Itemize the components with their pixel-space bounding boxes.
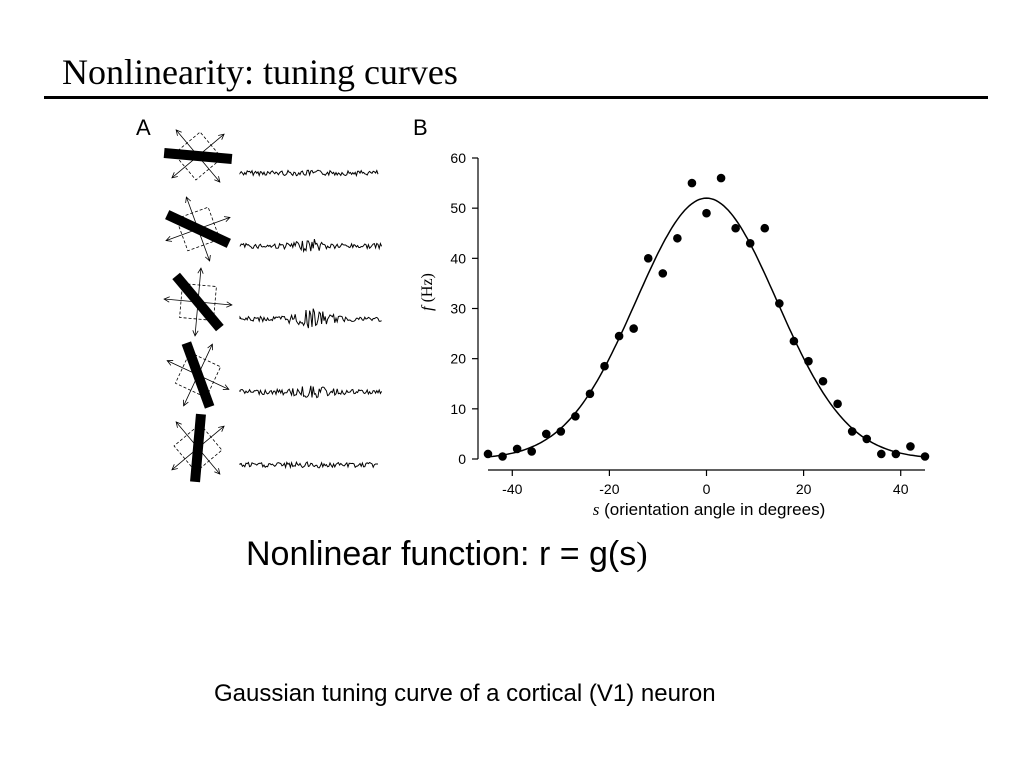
y-tick-label: 30 bbox=[450, 301, 466, 317]
data-point bbox=[498, 452, 507, 461]
data-point bbox=[833, 399, 842, 409]
data-point bbox=[789, 336, 799, 346]
gaussian-fit-curve bbox=[487, 197, 926, 458]
stimulus-response-panel bbox=[163, 129, 383, 483]
arrow-head bbox=[204, 254, 211, 262]
slide-title: Nonlinearity: tuning curves bbox=[62, 52, 458, 92]
data-point bbox=[541, 429, 551, 439]
formula-main: Nonlinear function: r = g(s bbox=[246, 535, 637, 573]
oriented-bar bbox=[181, 341, 215, 409]
y-tick-label: 20 bbox=[450, 351, 466, 367]
data-point bbox=[906, 442, 915, 451]
stimulus-icon bbox=[163, 129, 233, 183]
data-point bbox=[847, 427, 857, 436]
stimulus-icon bbox=[166, 341, 230, 409]
y-tick-label: 60 bbox=[450, 150, 466, 166]
data-point bbox=[658, 269, 668, 278]
stimulus-icon bbox=[165, 196, 231, 262]
data-point bbox=[527, 447, 536, 456]
spike-trace bbox=[239, 238, 383, 253]
panel-b-label: B bbox=[413, 115, 428, 140]
data-point bbox=[775, 299, 784, 308]
arrow-head bbox=[226, 301, 233, 308]
formula-close-paren: ) bbox=[636, 536, 648, 573]
x-tick-label: 0 bbox=[703, 481, 711, 497]
arrow-head bbox=[192, 330, 199, 337]
data-point bbox=[760, 223, 770, 233]
data-point bbox=[702, 208, 711, 218]
data-point bbox=[804, 356, 813, 366]
spike-trace bbox=[239, 169, 379, 178]
data-point bbox=[818, 376, 828, 386]
arrow-head bbox=[218, 133, 225, 140]
data-point bbox=[716, 173, 726, 183]
data-point bbox=[687, 178, 697, 188]
spike-trace bbox=[239, 460, 378, 470]
formula-text: Nonlinear function: r = g(s) bbox=[246, 532, 648, 577]
data-point bbox=[877, 449, 886, 459]
oriented-bar bbox=[165, 210, 231, 248]
data-point bbox=[614, 331, 624, 341]
data-point bbox=[862, 434, 872, 444]
arrow-head bbox=[183, 399, 189, 407]
tuning-curve-chart: f (Hz) s (orientation angle in degrees) … bbox=[419, 150, 930, 519]
arrow-head bbox=[185, 196, 192, 204]
arrow-head bbox=[218, 425, 225, 432]
oriented-bar bbox=[172, 272, 224, 332]
data-point bbox=[891, 449, 901, 459]
oriented-bar bbox=[163, 148, 233, 164]
data-point bbox=[731, 223, 740, 233]
data-point bbox=[643, 254, 653, 263]
arrow-head bbox=[175, 421, 182, 428]
data-point bbox=[556, 427, 566, 436]
x-tick-label: -20 bbox=[599, 481, 619, 497]
arrow-head bbox=[197, 267, 204, 274]
oriented-bar bbox=[190, 413, 206, 483]
x-axis-label: s (orientation angle in degrees) bbox=[593, 500, 826, 519]
data-point bbox=[673, 233, 682, 243]
arrow-head bbox=[223, 216, 231, 223]
arrow-head bbox=[222, 384, 230, 390]
spike-trace bbox=[239, 385, 383, 399]
y-tick-label: 40 bbox=[450, 250, 466, 266]
y-tick-label: 0 bbox=[458, 451, 466, 467]
stimulus-icon bbox=[171, 413, 225, 483]
caption: Gaussian tuning curve of a cortical (V1)… bbox=[214, 680, 716, 707]
data-point bbox=[512, 444, 522, 454]
y-tick-label: 50 bbox=[450, 200, 466, 216]
x-tick-label: -40 bbox=[502, 481, 522, 497]
title-divider bbox=[44, 96, 988, 99]
data-point bbox=[920, 452, 930, 461]
arrow-head bbox=[207, 343, 213, 351]
arrow-head bbox=[214, 176, 221, 183]
x-tick-label: 40 bbox=[893, 481, 909, 497]
spike-trace bbox=[239, 308, 382, 329]
y-axis-label: f (Hz) bbox=[419, 273, 436, 311]
panel-a-label: A bbox=[136, 115, 151, 140]
arrow-head bbox=[163, 296, 170, 303]
data-point bbox=[629, 324, 638, 333]
data-point bbox=[483, 449, 493, 459]
arrow-head bbox=[166, 360, 174, 366]
arrow-head bbox=[214, 468, 221, 475]
data-point bbox=[600, 361, 609, 371]
x-tick-label: 20 bbox=[796, 481, 812, 497]
stimulus-icon bbox=[163, 267, 233, 337]
arrow-head bbox=[175, 129, 182, 136]
y-tick-label: 10 bbox=[450, 401, 466, 417]
arrow-head bbox=[165, 235, 173, 242]
arrow-head bbox=[171, 172, 178, 179]
arrow-head bbox=[171, 464, 178, 471]
data-point bbox=[571, 412, 580, 421]
data-point bbox=[745, 238, 755, 248]
data-point bbox=[585, 389, 595, 399]
